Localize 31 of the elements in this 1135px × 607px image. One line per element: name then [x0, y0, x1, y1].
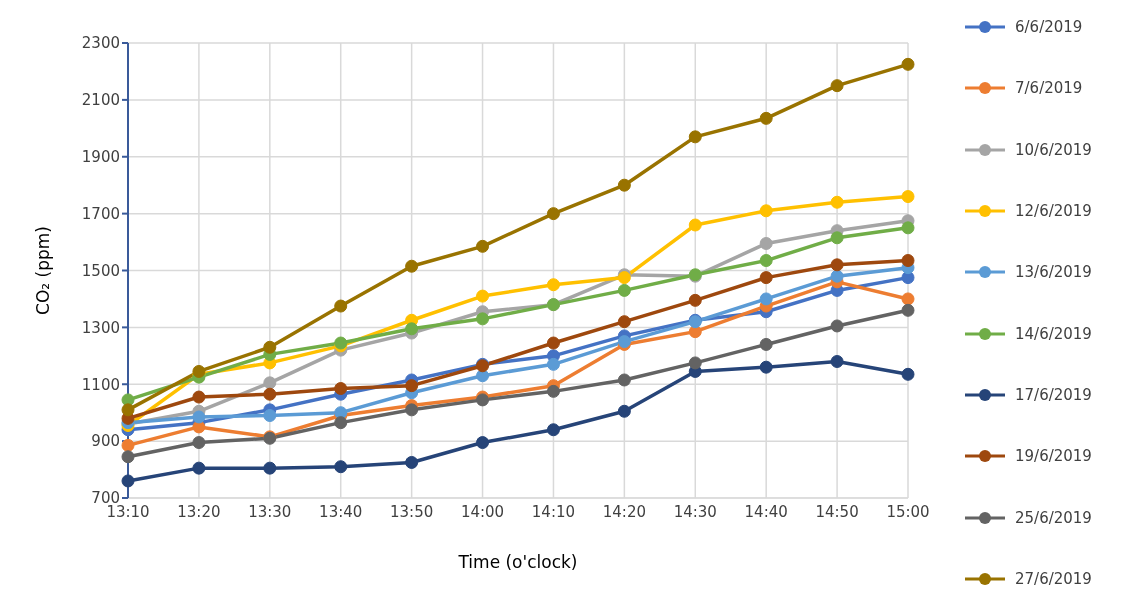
y-tick-label: 1900 [81, 148, 120, 167]
y-tick-label: 1100 [81, 375, 120, 394]
y-tick-label: 1300 [81, 318, 120, 337]
x-tick-label: 14:00 [460, 502, 505, 521]
y-tick-label: 1700 [81, 204, 120, 223]
y-tick-label: 1500 [81, 261, 120, 280]
legend-label: 7/6/2019 [1015, 79, 1083, 98]
y-tick-label: 2300 [81, 34, 120, 53]
legend-label: 10/6/2019 [1015, 140, 1092, 159]
x-tick-label: 15:00 [886, 502, 930, 521]
y-tick-label: 2100 [81, 91, 120, 110]
legend-label: 6/6/2019 [1015, 18, 1083, 36]
legend-label: 17/6/2019 [1015, 385, 1092, 404]
legend-label: 14/6/2019 [1015, 324, 1092, 343]
x-axis-title: Time (o'clock) [457, 552, 578, 572]
x-tick-label: 14:20 [602, 502, 646, 521]
x-tick-label: 14:40 [744, 502, 788, 521]
legend-label: 25/6/2019 [1015, 508, 1092, 527]
legend-label: 13/6/2019 [1015, 263, 1092, 282]
legend-label: 27/6/2019 [1015, 569, 1092, 588]
x-tick-label: 14:10 [531, 502, 576, 521]
x-tick-label: 13:50 [390, 502, 434, 521]
legend-label: 19/6/2019 [1015, 447, 1092, 466]
y-tick-label: 900 [91, 432, 120, 451]
x-tick-label: 14:50 [815, 502, 859, 521]
x-tick-label: 14:30 [673, 502, 717, 521]
x-tick-label: 13:30 [248, 502, 292, 521]
legend-label: 12/6/2019 [1015, 201, 1092, 220]
y-axis-title: CO₂ (ppm) [33, 226, 54, 315]
x-tick-label: 13:40 [319, 502, 363, 521]
x-tick-label: 13:20 [177, 502, 221, 521]
